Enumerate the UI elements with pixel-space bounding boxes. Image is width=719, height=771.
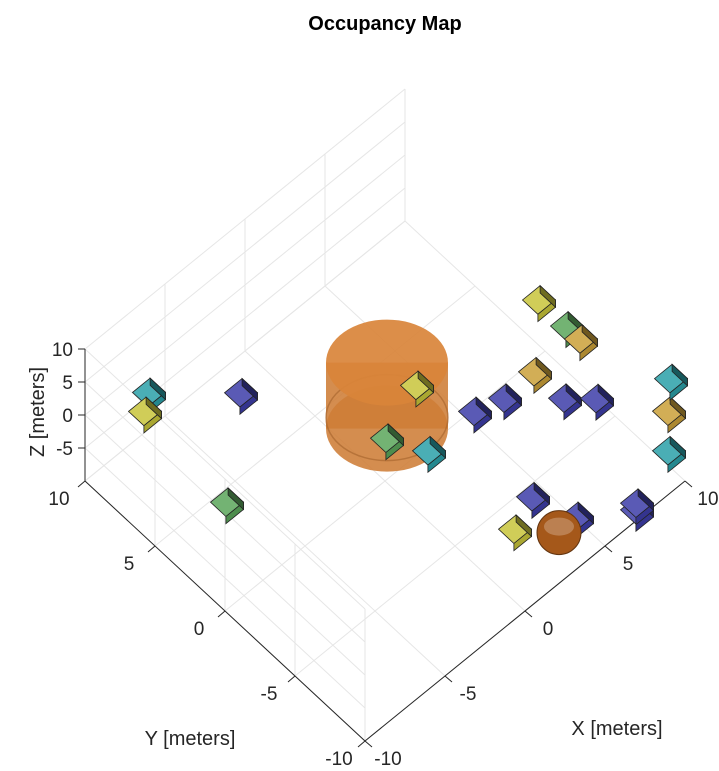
obstacle-voxel [399,370,435,408]
y-tick-label: 0 [194,619,205,640]
voxel-right-face [669,395,686,420]
x-tick-label: 0 [543,619,554,640]
obstacle-voxel [515,481,551,520]
grid-line [84,414,366,676]
chart-title: Occupancy Map [308,13,461,35]
grid-line [404,220,686,482]
voxel-right-face [241,377,258,401]
obstacle-voxel [369,422,405,461]
obstacle-voxel [209,486,245,525]
obstacle-voxel [521,284,557,323]
voxel-right-face [669,435,686,459]
grid-line [84,121,406,383]
voxel-right-face [475,396,492,420]
y-tick-mark [217,610,226,618]
grid-line [84,154,406,416]
obstacle-voxel [651,395,687,434]
voxel-right-face [227,486,244,511]
z-tick-label: 0 [62,406,73,427]
grid-line [84,88,406,350]
y-tick-mark [147,545,156,553]
voxel-right-face [539,284,556,309]
grid-line [84,220,406,482]
y-tick-mark [287,675,296,683]
y-tick-label: 5 [124,554,135,575]
sphere-outline [536,510,582,556]
x-tick-label: 10 [697,489,718,510]
vehicle-sphere [536,510,582,556]
obstacle-voxel [579,383,615,421]
z-tick-label: 10 [52,340,73,361]
y-tick-label: 10 [48,489,69,510]
voxel-right-face [149,377,166,401]
voxel-right-face [515,513,532,538]
z-tick-label: 5 [62,373,73,394]
voxel-right-face [387,422,404,447]
voxel-right-face [145,396,162,420]
voxel-right-face [671,363,688,387]
voxel-right-face [637,487,654,512]
x-tick-mark [604,545,613,553]
voxel-right-face [565,382,582,407]
obstacle-voxel [517,356,553,395]
grid-line [84,348,366,610]
voxel-right-face [533,481,550,505]
voxel-right-face [597,383,614,407]
y-tick-mark [357,740,366,748]
voxel-right-face [581,323,598,348]
x-tick-mark [524,610,533,618]
y-tick-label: -5 [261,684,278,705]
x-tick-label: -10 [374,749,401,770]
x-tick-label: 5 [623,554,634,575]
voxel-right-face [505,382,522,407]
grid-line [224,350,546,612]
z-tick-label: -5 [56,439,73,460]
voxel-right-face [535,356,552,380]
plot-area [127,284,689,556]
voxel-right-face [429,435,446,459]
sphere-highlight [544,517,574,536]
z-axis-label: Z [meters] [27,367,49,457]
obstacle-voxel [651,435,687,474]
voxel-right-face [577,501,594,525]
y-tick-mark [77,480,86,488]
obstacle-voxel [619,487,655,526]
x-tick-mark [684,480,693,488]
obstacle-voxel [223,377,259,416]
obstacle-voxel [563,323,599,362]
obstacle-voxel [457,396,493,434]
x-tick-mark [364,740,373,748]
obstacle-voxel [411,435,447,474]
y-axis-label: Y [meters] [145,728,236,750]
voxel-right-face [417,370,434,394]
y-tick-label: -10 [325,749,352,770]
x-tick-label: -5 [460,684,477,705]
obstacle-voxel [127,396,163,434]
obstacle-voxel [547,382,583,421]
x-axis-label: X [meters] [571,718,662,740]
obstacle-voxel [487,382,523,421]
obstacle-voxel [497,513,533,552]
obstacle-voxel [653,363,689,401]
x-tick-mark [444,675,453,683]
